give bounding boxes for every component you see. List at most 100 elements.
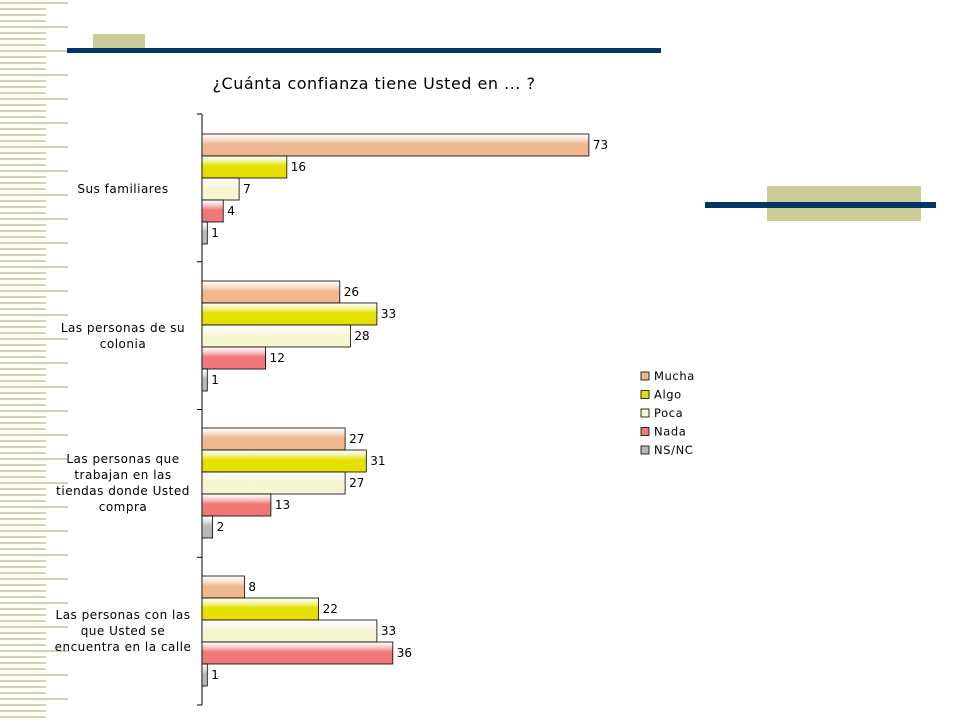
bar xyxy=(201,663,208,687)
stripe-line xyxy=(0,608,46,610)
stripe-line xyxy=(0,170,46,172)
stripe-line xyxy=(0,116,46,118)
stripe-line xyxy=(0,14,46,16)
bar xyxy=(201,641,394,665)
stripe-line xyxy=(46,698,68,700)
stripe-line xyxy=(0,368,46,370)
stripe-line xyxy=(46,74,68,76)
stripe-line xyxy=(46,50,68,52)
bar xyxy=(201,619,378,643)
stripe-line xyxy=(46,626,68,628)
data-label: 36 xyxy=(397,646,412,660)
stripe-line xyxy=(0,338,46,340)
bar xyxy=(201,575,245,599)
stripe-line xyxy=(0,704,46,706)
stripe-line xyxy=(0,434,46,436)
chart-title: ¿Cuánta confianza tiene Usted en ... ? xyxy=(213,74,536,93)
stripe-line xyxy=(0,122,46,124)
stripe-line xyxy=(0,176,46,178)
data-label: 1 xyxy=(211,373,219,387)
stripe-line xyxy=(46,362,68,364)
bar xyxy=(201,368,208,392)
stripe-line xyxy=(0,452,46,454)
stripe-line xyxy=(0,224,46,226)
stripe-line xyxy=(46,554,68,556)
stripe-line xyxy=(0,620,46,622)
stripe-line xyxy=(0,530,46,532)
stripe-line xyxy=(0,398,46,400)
data-label: 28 xyxy=(354,329,369,343)
stripe-line xyxy=(0,266,46,268)
stripe-line xyxy=(0,350,46,352)
stripe-line xyxy=(46,122,68,124)
category-label: Las personas que xyxy=(66,452,179,466)
stripe-line xyxy=(0,392,46,394)
stripe-line xyxy=(0,56,46,58)
bar xyxy=(201,280,341,304)
right-navy-bar xyxy=(705,202,936,208)
stripe-line xyxy=(0,548,46,550)
stripe-line xyxy=(46,386,68,388)
data-label: 4 xyxy=(227,204,235,218)
stripe-line xyxy=(0,482,46,484)
stripe-line xyxy=(0,344,46,346)
stripe-line xyxy=(0,308,46,310)
stripe-line xyxy=(0,38,46,40)
stripe-line xyxy=(0,128,46,130)
stripe-line xyxy=(0,554,46,556)
bar xyxy=(201,346,266,370)
stripe-line xyxy=(0,380,46,382)
stripe-line xyxy=(0,512,46,514)
bar xyxy=(201,597,319,621)
stripe-line xyxy=(0,518,46,520)
stripe-line xyxy=(0,716,46,718)
stripe-line xyxy=(0,8,46,10)
legend-swatch xyxy=(640,408,650,418)
bar xyxy=(201,324,351,348)
stripe-line xyxy=(0,404,46,406)
stripe-line xyxy=(46,314,68,316)
stripe-line xyxy=(46,674,68,676)
stripe-line xyxy=(0,656,46,658)
stripe-line xyxy=(0,632,46,634)
stripe-line xyxy=(0,152,46,154)
legend-label: NS/NC xyxy=(654,443,693,457)
stripe-line xyxy=(0,302,46,304)
bar xyxy=(201,427,346,451)
legend-swatch xyxy=(640,427,650,436)
stripe-line xyxy=(0,140,46,142)
stripe-line xyxy=(0,626,46,628)
stripe-line xyxy=(0,158,46,160)
stripe-line xyxy=(0,296,46,298)
stripe-line xyxy=(0,506,46,508)
stripe-line xyxy=(46,242,68,244)
stripe-line xyxy=(0,146,46,148)
stripe-line xyxy=(0,134,46,136)
data-label: 73 xyxy=(593,138,608,152)
y-axis xyxy=(197,113,203,706)
data-label: 33 xyxy=(381,307,396,321)
stripe-line xyxy=(0,290,46,292)
stripe-line xyxy=(0,710,46,712)
stripe-line xyxy=(0,230,46,232)
stripe-line xyxy=(0,200,46,202)
bar xyxy=(201,302,378,326)
stripe-line xyxy=(0,542,46,544)
stripe-line xyxy=(46,26,68,28)
stripe-line xyxy=(0,614,46,616)
stripe-line xyxy=(0,20,46,22)
stripe-line xyxy=(0,188,46,190)
data-label: 22 xyxy=(323,602,338,616)
category-label: tiendas donde Usted xyxy=(56,484,190,498)
stripe-line xyxy=(0,488,46,490)
stripe-line xyxy=(0,62,46,64)
stripe-line xyxy=(46,578,68,580)
stripe-line xyxy=(0,524,46,526)
stripe-line xyxy=(0,314,46,316)
stripe-line xyxy=(0,416,46,418)
stripe-line xyxy=(0,272,46,274)
stripe-line xyxy=(46,434,68,436)
stripe-line xyxy=(0,650,46,652)
